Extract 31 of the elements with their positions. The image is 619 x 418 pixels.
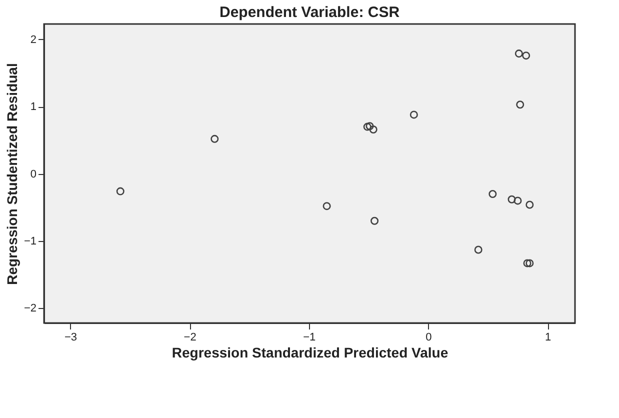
x-tick-label: −1 <box>303 332 316 344</box>
point <box>514 50 523 58</box>
y-tick-label: 2 <box>30 34 36 46</box>
x-tick-label: 1 <box>544 332 552 344</box>
point <box>322 202 331 210</box>
point <box>488 190 497 198</box>
point <box>370 216 379 225</box>
y-axis-title: Regression Studentized Residual <box>4 63 20 285</box>
point <box>210 134 219 143</box>
x-axis-title: Regression Standardized Predicted Value <box>172 344 448 360</box>
x-tick-label: −3 <box>64 332 78 344</box>
point <box>369 125 378 134</box>
point <box>366 122 374 130</box>
y-tick-label: 0 <box>30 168 36 180</box>
point <box>363 122 372 131</box>
x-tick-label: −2 <box>184 332 196 344</box>
point <box>526 200 534 209</box>
chart-title: Dependent Variable: CSR <box>219 4 400 21</box>
y-tick-label: −2 <box>24 302 36 315</box>
point <box>508 195 516 204</box>
point <box>514 196 522 205</box>
point <box>410 110 418 119</box>
point <box>116 187 124 196</box>
point <box>526 259 534 268</box>
x-tick-label: 0 <box>426 332 432 344</box>
point <box>523 259 532 268</box>
point <box>474 246 482 254</box>
point <box>522 52 530 60</box>
point <box>516 100 524 109</box>
y-tick-label: 1 <box>30 101 36 114</box>
y-tick-label: −1 <box>24 236 36 248</box>
